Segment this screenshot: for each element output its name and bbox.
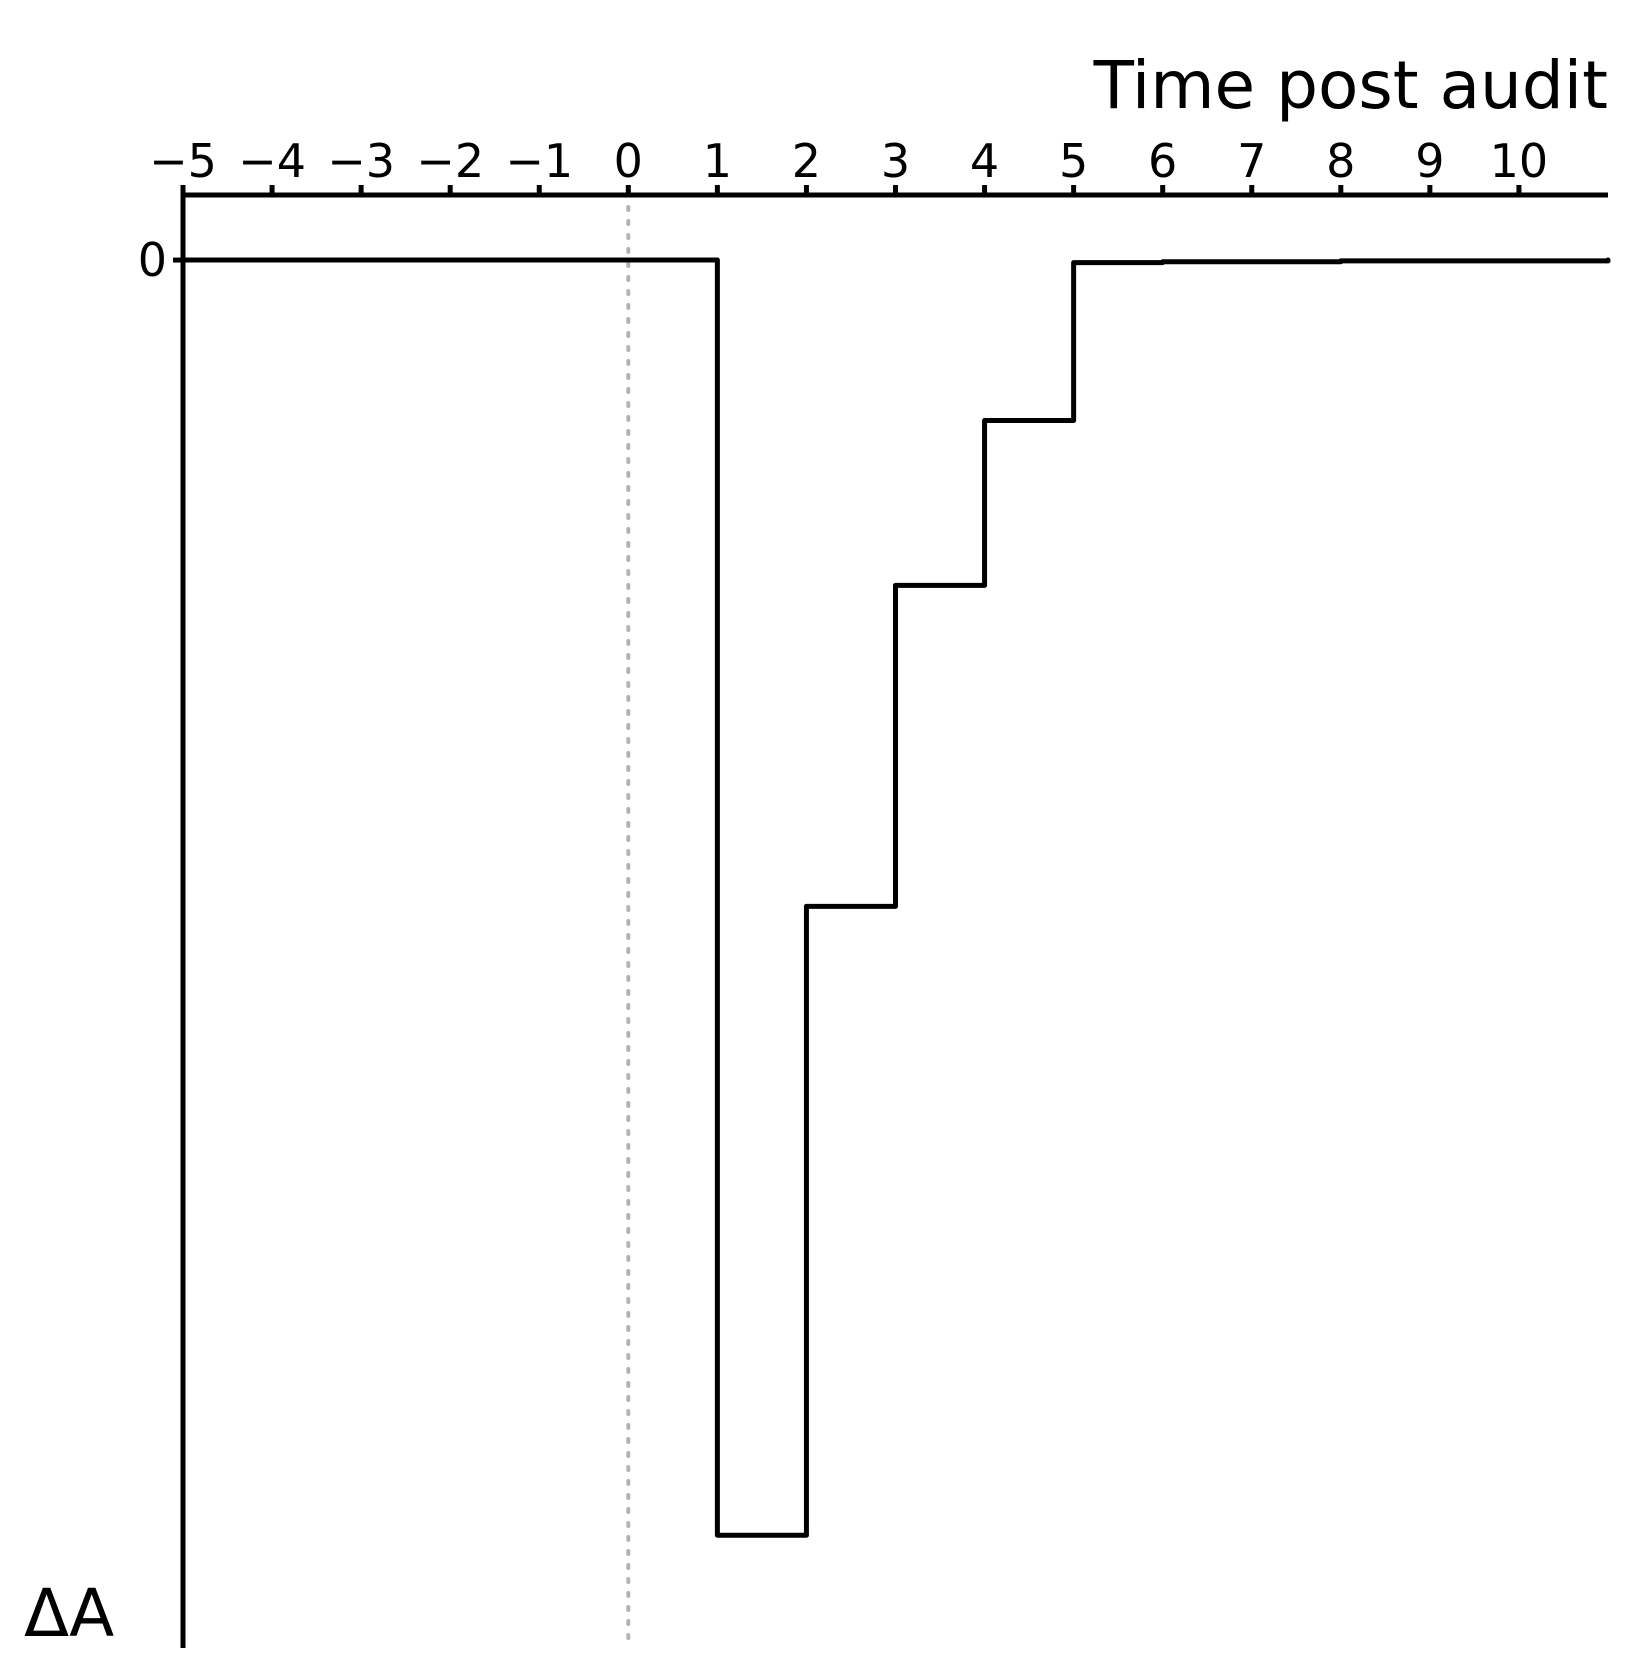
x-tick-label: −4 [238, 134, 306, 188]
x-tick-label: 3 [881, 134, 910, 188]
x-tick-label: −1 [505, 134, 573, 188]
y-tick-label: 0 [138, 233, 167, 287]
axes-layer [180, 192, 1608, 1648]
x-tick-label: 7 [1237, 134, 1266, 188]
x-tick-label: 9 [1415, 134, 1444, 188]
x-tick-label: 0 [614, 134, 643, 188]
x-tick-label: 4 [970, 134, 999, 188]
x-tick-label: 2 [792, 134, 821, 188]
series-layer [180, 257, 1611, 1538]
x-tick-label: 8 [1326, 134, 1355, 188]
x-tick-label: 10 [1490, 134, 1549, 188]
x-tick-label: 5 [1059, 134, 1088, 188]
x-tick-label: −5 [149, 134, 217, 188]
x-axis-title: Time post audit [1093, 47, 1608, 124]
series-line [180, 257, 1611, 1538]
x-tick-label: 1 [703, 134, 732, 188]
x-tick-label: 6 [1148, 134, 1177, 188]
x-tick-label: −2 [416, 134, 484, 188]
ticks-layer: −5 −4 −3 −2 −1 0 1 2 3 4 5 6 7 8 9 10 0 [138, 134, 1548, 287]
x-tick-label: −3 [327, 134, 395, 188]
y-axis-title: ΔA [24, 1575, 114, 1652]
